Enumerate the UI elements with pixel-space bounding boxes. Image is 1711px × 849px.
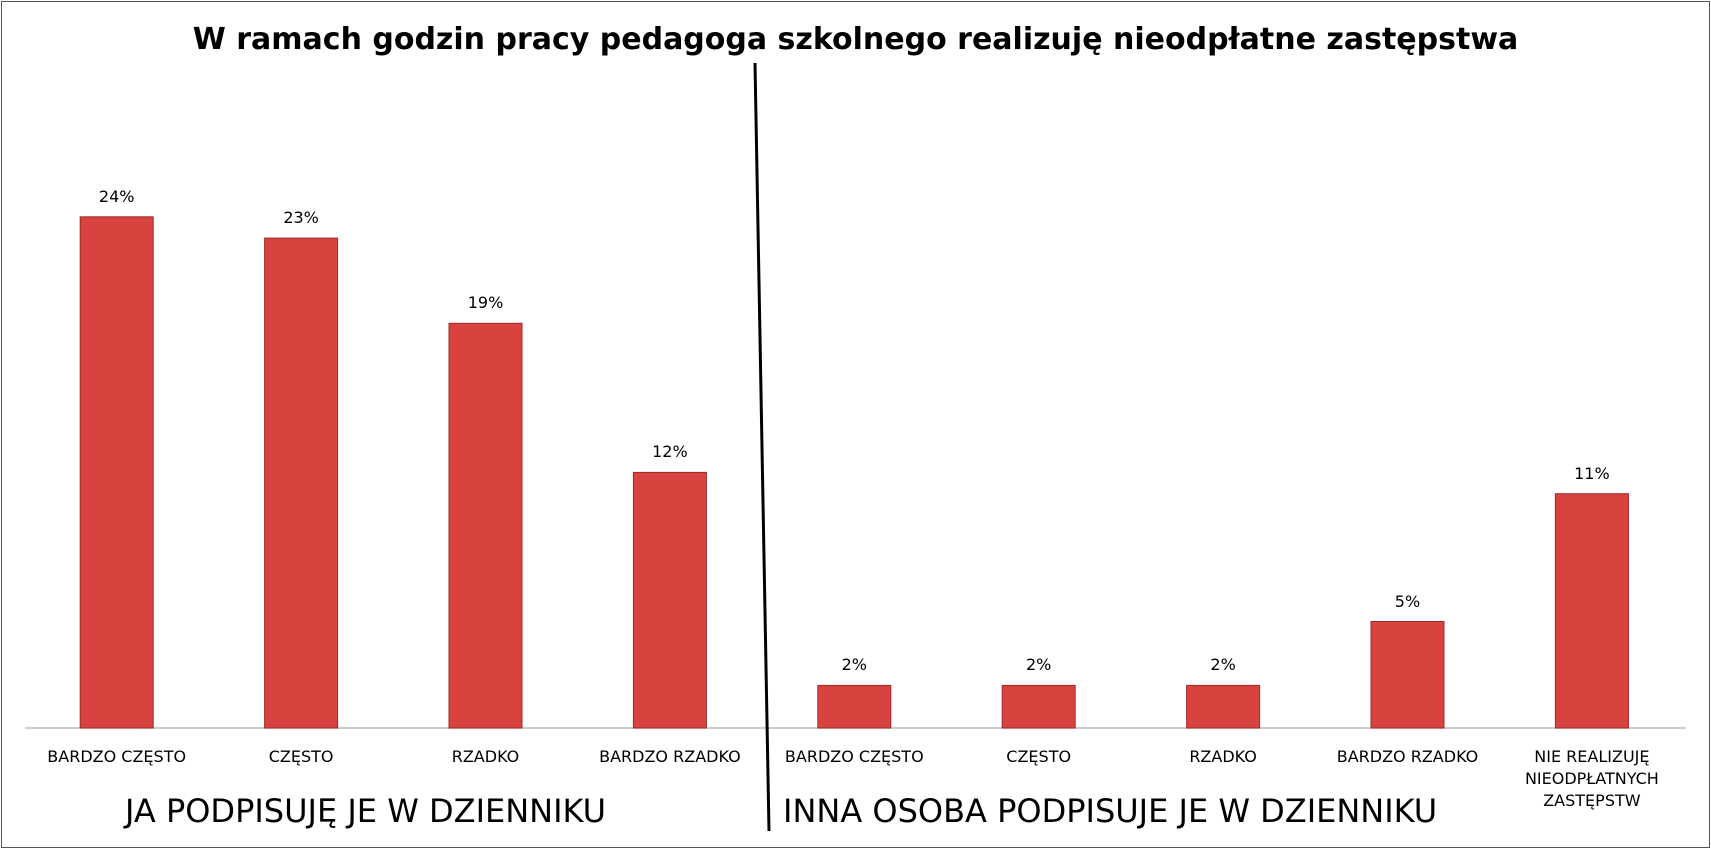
bar <box>79 216 154 729</box>
group-label: JA PODPISUJĘ JE W DZIENNIKU <box>125 792 607 830</box>
bar <box>817 684 892 729</box>
value-label: 11% <box>1574 463 1610 483</box>
x-tick-label: BARDZO CZĘSTO <box>47 747 187 766</box>
value-label: 5% <box>1394 591 1421 611</box>
value-label: 24% <box>98 186 135 206</box>
x-tick-label: NIE REALIZUJĘ NIEODPŁATNYCH ZASTĘPSTW <box>1524 747 1659 810</box>
bar <box>1554 493 1629 729</box>
x-tick-label: CZĘSTO <box>1006 747 1072 766</box>
x-tick-label: BARDZO RZADKO <box>599 747 741 766</box>
bar <box>1001 684 1076 729</box>
value-label: 19% <box>467 293 504 313</box>
group-label: INNA OSOBA PODPISUJE JE W DZIENNIKU <box>783 792 1438 830</box>
bar <box>448 322 523 729</box>
x-tick-label: BARDZO CZĘSTO <box>784 747 924 766</box>
chart-title: W ramach godzin pracy pedagoga szkolnego… <box>192 22 1519 57</box>
bar <box>1370 621 1445 729</box>
value-label: 2% <box>1025 655 1052 675</box>
value-label: 2% <box>841 655 867 675</box>
bar <box>632 471 707 729</box>
value-label: 2% <box>1210 655 1236 675</box>
x-tick-label: BARDZO RZADKO <box>1336 747 1479 766</box>
x-tick-label: CZĘSTO <box>268 747 334 766</box>
x-tick-label: RZADKO <box>451 747 520 766</box>
value-label: 23% <box>283 208 319 228</box>
x-tick-label: RZADKO <box>1189 747 1257 766</box>
bar <box>264 237 339 729</box>
group-divider <box>753 62 771 832</box>
value-label: 12% <box>652 442 688 462</box>
bar <box>1186 684 1261 729</box>
